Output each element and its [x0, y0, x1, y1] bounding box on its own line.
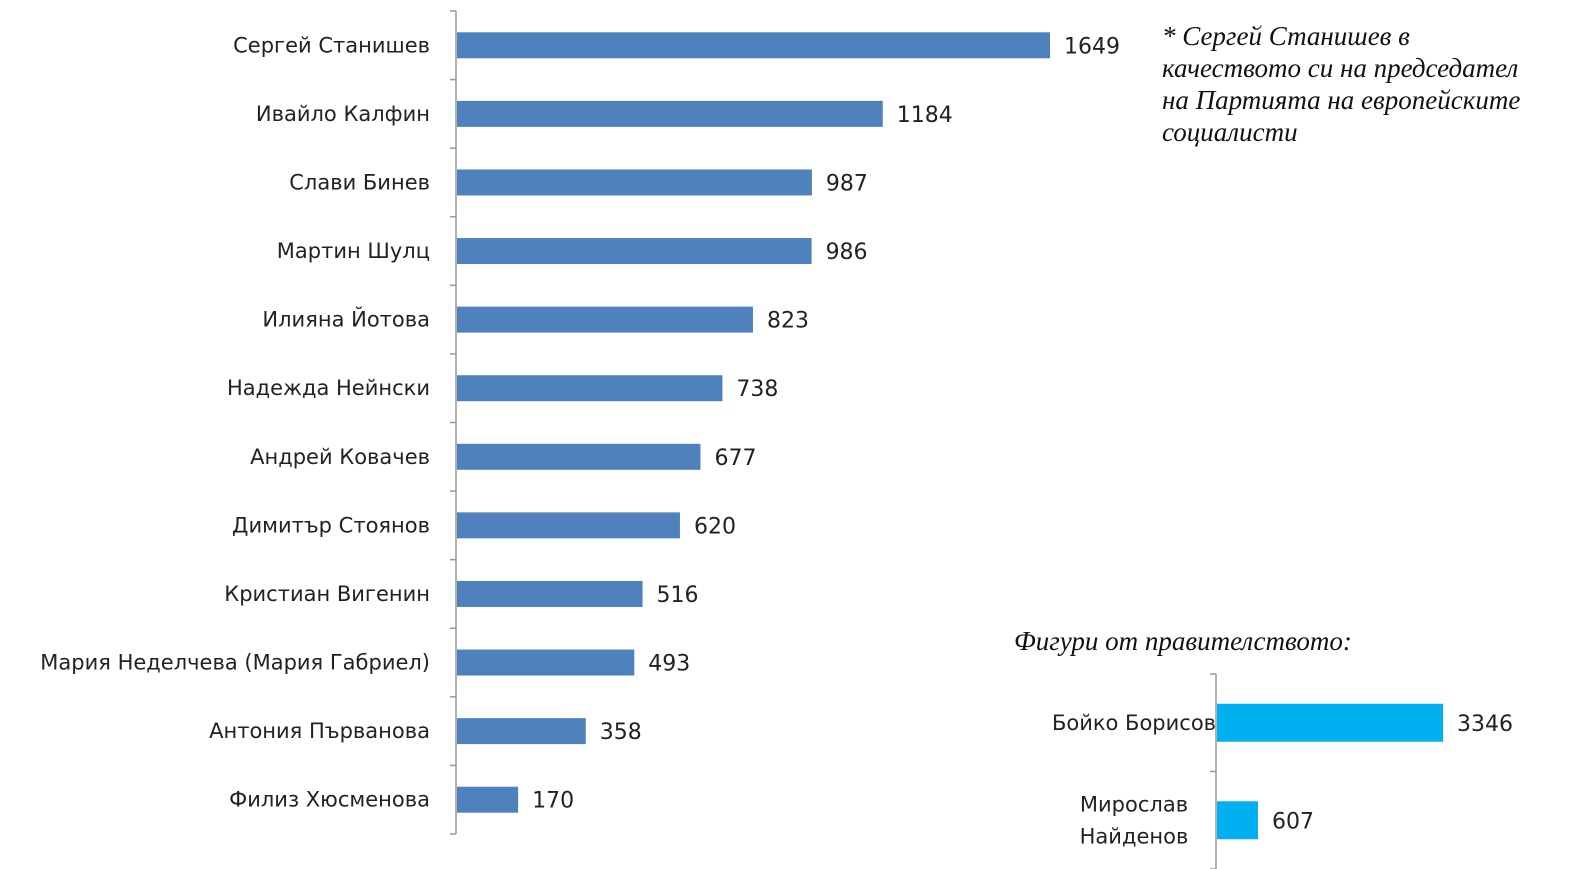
bar — [457, 786, 519, 813]
bar — [457, 169, 812, 196]
category-label: Мирослав Найденов — [1080, 792, 1189, 848]
bar — [457, 512, 680, 539]
data-label: 1649 — [1064, 34, 1120, 59]
government-bar-chart: 3346 Бойко Борисов 607 Мирослав Найденов — [1052, 673, 1513, 869]
bar — [457, 375, 723, 402]
category-label: Филиз Хюсменова — [229, 788, 430, 812]
bar — [1217, 703, 1443, 742]
category-label: Надежда Нейнски — [227, 376, 430, 400]
data-label: 516 — [657, 583, 699, 608]
data-label: 738 — [736, 377, 778, 402]
bar — [457, 443, 701, 470]
bar — [457, 649, 635, 676]
bar — [457, 718, 586, 745]
government-chart-title: Фигури от правителството: — [1014, 626, 1352, 656]
data-label: 823 — [767, 309, 809, 334]
data-label: 493 — [648, 652, 690, 677]
category-label: Мария Неделчева (Мария Габриел) — [40, 651, 430, 675]
data-label: 987 — [826, 171, 868, 196]
data-label: 358 — [600, 720, 642, 745]
main-bar-chart: 1649 Сергей Станишев 1184 Ивайло Калфин 987 С… — [40, 10, 1120, 835]
footnote-text: * Сергей Станишев в качеството си на пре… — [1162, 21, 1521, 147]
data-label: 1184 — [897, 103, 953, 128]
category-label: Бойко Борисов — [1052, 711, 1216, 735]
data-label: 607 — [1272, 809, 1314, 834]
bar — [457, 32, 1050, 59]
data-label: 3346 — [1457, 712, 1513, 737]
bar — [457, 238, 812, 265]
data-label: 677 — [714, 446, 756, 471]
bar — [1217, 801, 1258, 840]
data-label: 986 — [826, 240, 868, 265]
category-label: Илияна Йотова — [262, 307, 430, 332]
category-label: Сергей Станишев — [233, 33, 430, 57]
category-label: Андрей Ковачев — [250, 445, 430, 469]
category-label: Ивайло Калфин — [256, 102, 430, 126]
bar — [457, 100, 883, 127]
bar — [457, 580, 643, 607]
category-label: Димитър Стоянов — [232, 513, 430, 537]
category-label: Кристиан Вигенин — [224, 582, 430, 606]
bar — [457, 306, 753, 333]
category-label: Мартин Шулц — [277, 239, 430, 263]
data-label: 620 — [694, 514, 736, 539]
category-label: Антония Първанова — [209, 719, 430, 743]
data-label: 170 — [532, 789, 574, 814]
category-label: Слави Бинев — [289, 170, 430, 194]
